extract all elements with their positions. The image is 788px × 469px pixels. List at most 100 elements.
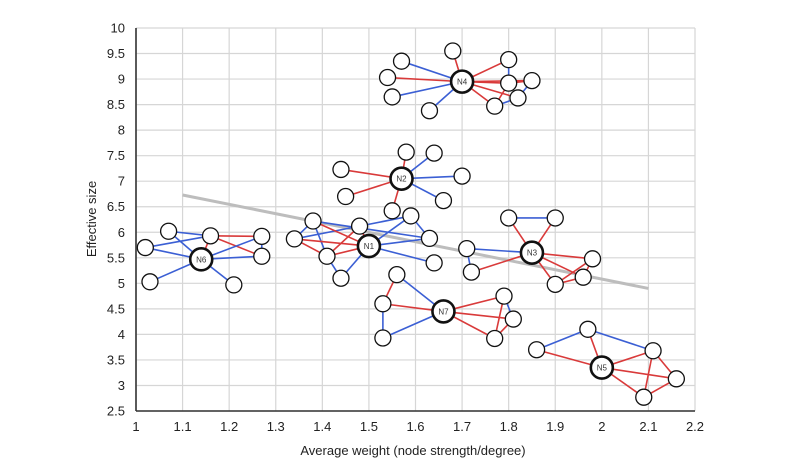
alter-node: [304, 212, 322, 230]
y-axis-label: Effective size: [84, 181, 99, 257]
x-tick-label: 1: [132, 419, 139, 434]
x-tick-label: 2.1: [639, 419, 657, 434]
alter-node: [141, 273, 159, 291]
alter-node: [546, 275, 564, 294]
alter-node: [504, 310, 522, 328]
alter-node: [462, 263, 481, 281]
alter-node: [425, 254, 443, 272]
y-tick-label: 4: [118, 327, 125, 342]
alter-node: [402, 207, 420, 225]
y-tick-label: 10: [111, 21, 125, 36]
svg-text:N3: N3: [527, 249, 538, 258]
y-tick-label: 3: [118, 378, 125, 393]
svg-text:N5: N5: [597, 364, 608, 373]
x-tick-label: 1.3: [267, 419, 285, 434]
x-tick-label: 1.5: [360, 419, 378, 434]
alter-node: [420, 229, 439, 248]
x-axis-ticks: 1 1.1 1.2 1.3 1.4 1.5 1.6 1.7 1.8 1.9 2 2.1 2.2: [132, 419, 704, 434]
y-axis-ticks: 2.5 3 3.5 4 4.5 5 5.5 6 6.5 7 7.5 8 8.5 9 9.5 10: [107, 21, 125, 419]
alter-node: [136, 238, 154, 257]
alter-node: [500, 209, 518, 227]
alter-node: [509, 89, 527, 107]
y-tick-label: 4.5: [107, 301, 125, 316]
y-tick-label: 3.5: [107, 352, 125, 367]
alter-node: [495, 287, 513, 305]
y-tick-label: 5: [118, 276, 125, 291]
alter-node: [644, 342, 662, 360]
y-tick-label: 6.5: [107, 199, 125, 214]
alter-node: [583, 250, 602, 268]
x-tick-label: 1.6: [406, 419, 424, 434]
y-tick-label: 5.5: [107, 250, 125, 265]
alter-node: [574, 268, 592, 286]
alter-node: [336, 187, 355, 206]
alter-node: [350, 217, 369, 235]
alter-node: [444, 42, 462, 60]
alter-node: [527, 341, 546, 359]
ego-node-n7: N7: [431, 299, 456, 324]
x-tick-label: 1.9: [546, 419, 564, 434]
alter-node: [486, 329, 504, 348]
alter-node: [579, 320, 597, 338]
svg-text:N7: N7: [438, 307, 449, 316]
alter-node: [388, 266, 406, 284]
svg-text:N6: N6: [196, 255, 207, 264]
y-tick-label: 6: [118, 225, 125, 240]
alter-node: [318, 247, 336, 265]
x-tick-label: 1.1: [174, 419, 192, 434]
alter-node: [392, 52, 411, 70]
axes: [135, 28, 695, 412]
alter-node: [500, 51, 518, 69]
x-tick-label: 2.2: [686, 419, 704, 434]
y-tick-label: 9.5: [107, 46, 125, 61]
ego-node-n1: N1: [356, 233, 382, 259]
x-tick-label: 1.2: [220, 419, 238, 434]
alter-node: [383, 88, 401, 106]
x-tick-label: 1.7: [453, 419, 471, 434]
ego-node-n2: N2: [389, 166, 414, 191]
alter-node: [201, 227, 220, 245]
svg-text:N4: N4: [457, 78, 468, 87]
y-tick-label: 7: [118, 174, 125, 189]
y-tick-label: 8: [118, 123, 125, 138]
alter-node: [225, 276, 243, 294]
svg-text:N1: N1: [364, 242, 375, 251]
alter-node: [453, 167, 471, 185]
alter-node: [378, 68, 397, 87]
alter-node: [253, 227, 271, 246]
alter-node: [546, 209, 564, 227]
alter-node: [383, 202, 401, 220]
alter-node: [253, 247, 271, 265]
y-tick-label: 7.5: [107, 148, 125, 163]
svg-text:N2: N2: [396, 175, 407, 184]
x-axis-label: Average weight (node strength/degree): [300, 443, 525, 458]
alter-node: [374, 329, 392, 347]
alter-node: [486, 97, 504, 115]
ego-node-n3: N3: [519, 240, 545, 265]
x-tick-label: 1.4: [313, 419, 331, 434]
alter-node: [523, 71, 541, 90]
alter-node: [332, 269, 350, 287]
alter-node: [397, 143, 415, 161]
alter-node: [635, 388, 653, 406]
y-tick-label: 2.5: [107, 404, 125, 419]
ego-node-n5: N5: [589, 355, 615, 380]
ego-node-n4: N4: [449, 69, 475, 94]
alter-node: [159, 222, 178, 240]
x-tick-label: 2: [598, 419, 605, 434]
alter-node: [285, 230, 304, 248]
network-nodes: N1 N2 N3 N4 N5 N6 N7: [136, 42, 686, 406]
alter-node: [458, 239, 476, 258]
alter-node: [420, 102, 439, 120]
alter-node: [425, 144, 443, 162]
alter-node: [500, 74, 518, 92]
ego-node-n6: N6: [188, 247, 214, 272]
alter-node: [332, 160, 350, 179]
y-tick-label: 9: [118, 72, 125, 87]
y-tick-label: 8.5: [107, 97, 125, 112]
alter-node: [374, 295, 392, 313]
alter-node: [667, 370, 686, 388]
alter-node: [434, 191, 453, 210]
x-tick-label: 1.8: [500, 419, 518, 434]
